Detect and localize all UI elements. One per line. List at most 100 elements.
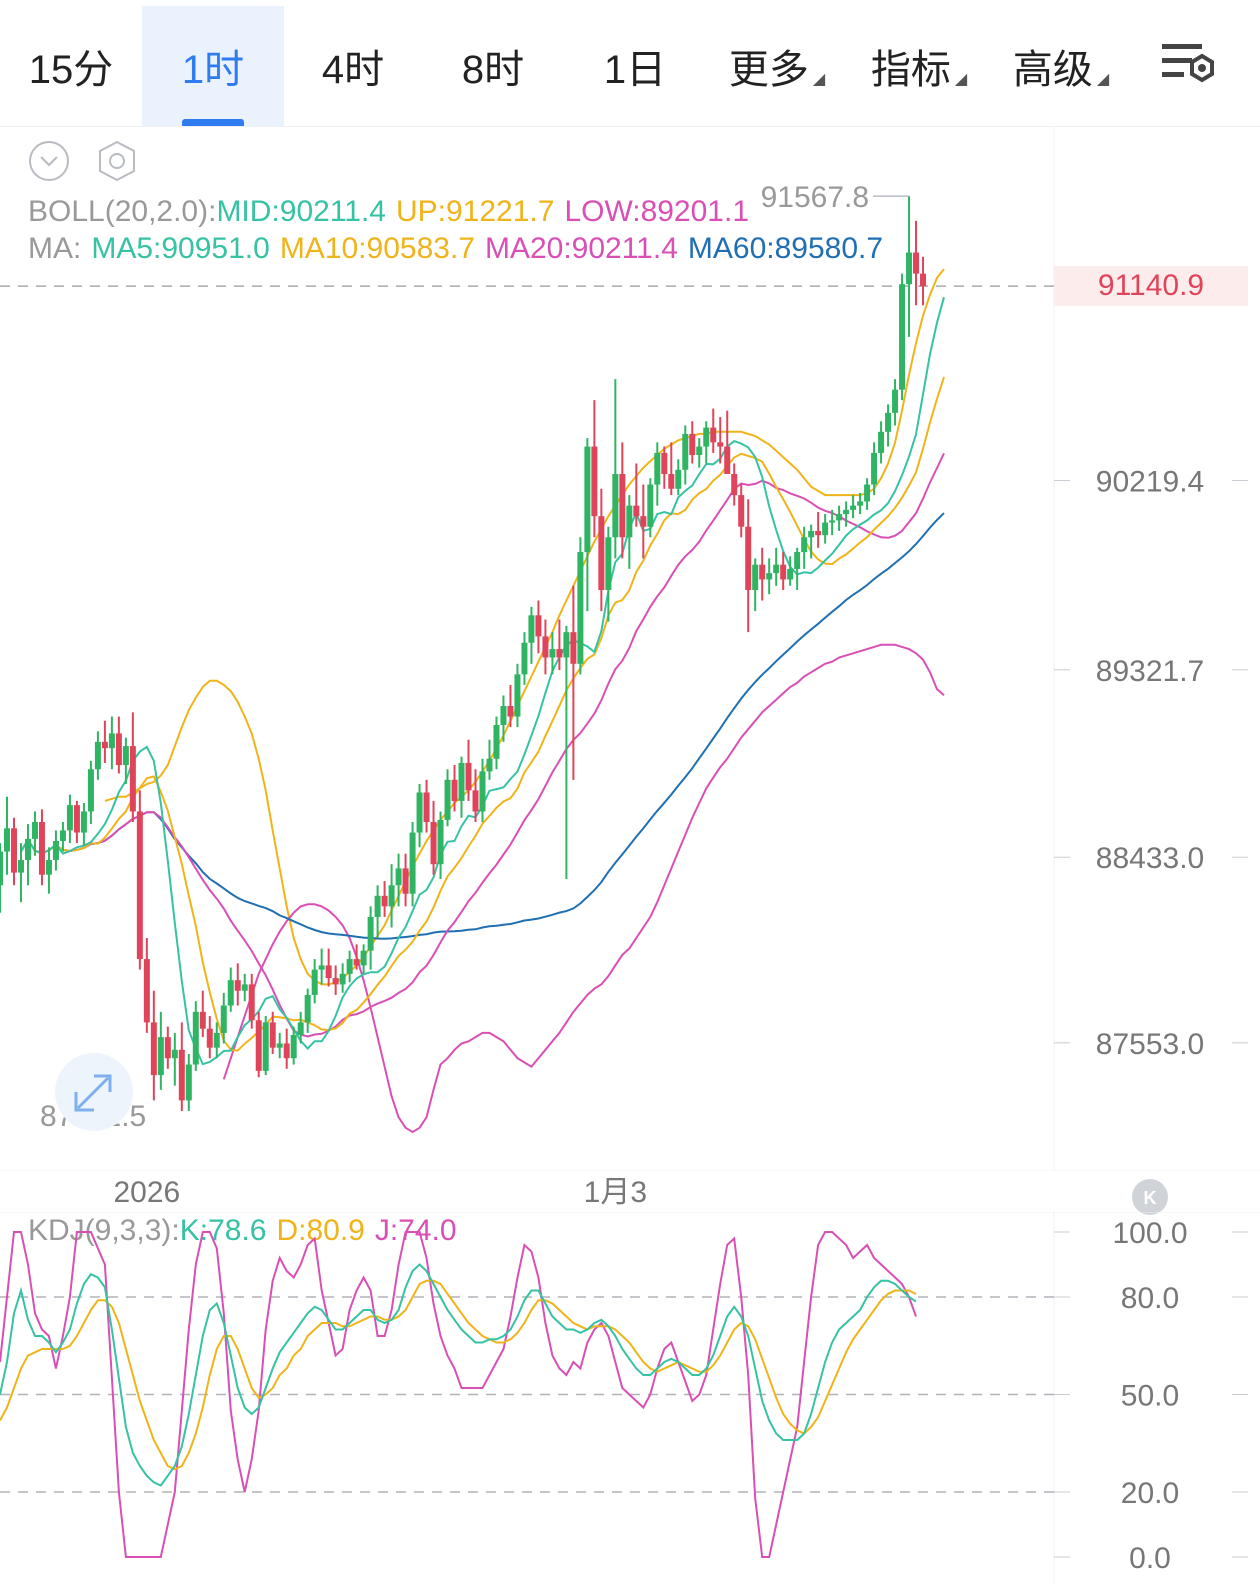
candle-body [80,811,87,833]
candle-body [598,516,605,590]
candle-body [108,733,115,749]
time-axis: 2026 1月3 [0,1170,1260,1209]
x-tick-label: 2026 [113,1176,180,1209]
tab-7[interactable]: 高级 ◢ [990,6,1132,126]
candle [234,963,241,1006]
dropdown-caret-icon: ◢ [812,71,826,88]
candle-body [402,868,409,894]
candle-body [437,819,444,865]
candle [507,684,514,728]
tab-6[interactable]: 指标 ◢ [848,6,990,126]
candle-body [38,822,45,875]
timeframe-tabs: 15分 1时 4时 8时 1日 更多 ◢ 指标 ◢ 高级 ◢ [0,0,1260,127]
candle-body [73,805,80,833]
tab-1[interactable]: 1时 [142,6,284,126]
boll-mid: MID:90211.4 [216,195,386,228]
candlestick-chart[interactable]: 90219.489321.788433.087553.091567.887211… [0,126,1260,1170]
candle-body [157,1037,164,1076]
candle [59,822,66,852]
candle [885,404,892,447]
candle-body [0,851,3,886]
boll-up-line [104,268,945,986]
tab-label: 指标 [870,48,951,92]
k-return-icon[interactable]: K [1131,1178,1169,1216]
chevron-down-circle-icon[interactable] [28,140,70,182]
tab-4[interactable]: 1日 [564,6,706,126]
candle [395,853,402,907]
tab-3[interactable]: 8时 [422,6,564,126]
candle-body [178,1049,185,1101]
candle [115,716,122,774]
candle-body [220,1005,227,1033]
candle-body [318,965,325,970]
candle [10,817,17,886]
candle-body [255,1020,262,1071]
candle-body [367,916,374,951]
candle [290,1026,297,1065]
hexagon-gear-icon[interactable] [96,140,138,182]
candle-body [136,811,143,960]
candle [577,537,584,675]
candle-body [738,495,745,527]
candle [822,514,829,544]
candle-body [913,252,920,274]
candle [178,1022,185,1111]
ma10-value: MA10:90583.7 [279,232,475,265]
candle [647,478,654,538]
kdj-tick-label: 100.0 [1112,1217,1187,1250]
candle [682,425,689,485]
candle-body [731,474,738,496]
candle-body [227,980,234,1006]
candle-body [10,828,17,873]
tab-label: 更多 [728,48,809,92]
candle [45,847,52,894]
candle [584,438,591,612]
candle [556,619,563,671]
candle [605,526,612,622]
candle-body [234,980,241,991]
y-tick-label: 88433.0 [1096,842,1204,875]
candle-body [66,805,73,831]
kdj-chart[interactable]: 100.0 80.0 50.0 20.0 0.0 [0,1212,1260,1584]
candle-body [171,1049,178,1059]
candle-body [297,1022,304,1036]
kdj-k-line [0,1263,917,1487]
kdj-j-value: J:74.0 [374,1214,457,1247]
candle-body [164,1037,171,1059]
candle-body [206,1028,213,1048]
candle [346,950,353,983]
candle [164,1026,171,1069]
candle-body [332,978,339,985]
candle [731,463,738,506]
candle-body [493,724,500,759]
candle [0,843,3,913]
tab-2[interactable]: 4时 [282,6,424,126]
candle [535,600,542,654]
tab-5[interactable]: 更多 ◢ [706,6,848,126]
candle-body [535,615,542,637]
current-price-tag: 91140.9 [1054,266,1248,307]
candle [563,625,570,879]
candle [262,1016,269,1076]
candle [920,256,927,306]
candle [353,944,360,970]
expand-arrows-icon[interactable] [54,1052,134,1132]
tab-0[interactable]: 15分 [0,6,142,126]
candle-body [605,537,612,590]
candle [703,421,710,464]
candle [745,499,752,633]
candle-body [843,509,850,515]
candle-body [717,442,724,447]
candle [829,509,836,536]
ma60-value: MA60:89580.7 [687,232,884,265]
tab-label: 1时 [181,48,245,92]
candle-body [675,469,682,489]
candle [416,784,423,848]
candle [815,511,822,548]
candle [409,822,416,907]
candle-body [129,746,136,812]
candle [598,488,605,612]
settings-sliders-icon[interactable] [1160,40,1220,94]
candle [297,1011,304,1044]
ma10-line [20,376,945,1052]
